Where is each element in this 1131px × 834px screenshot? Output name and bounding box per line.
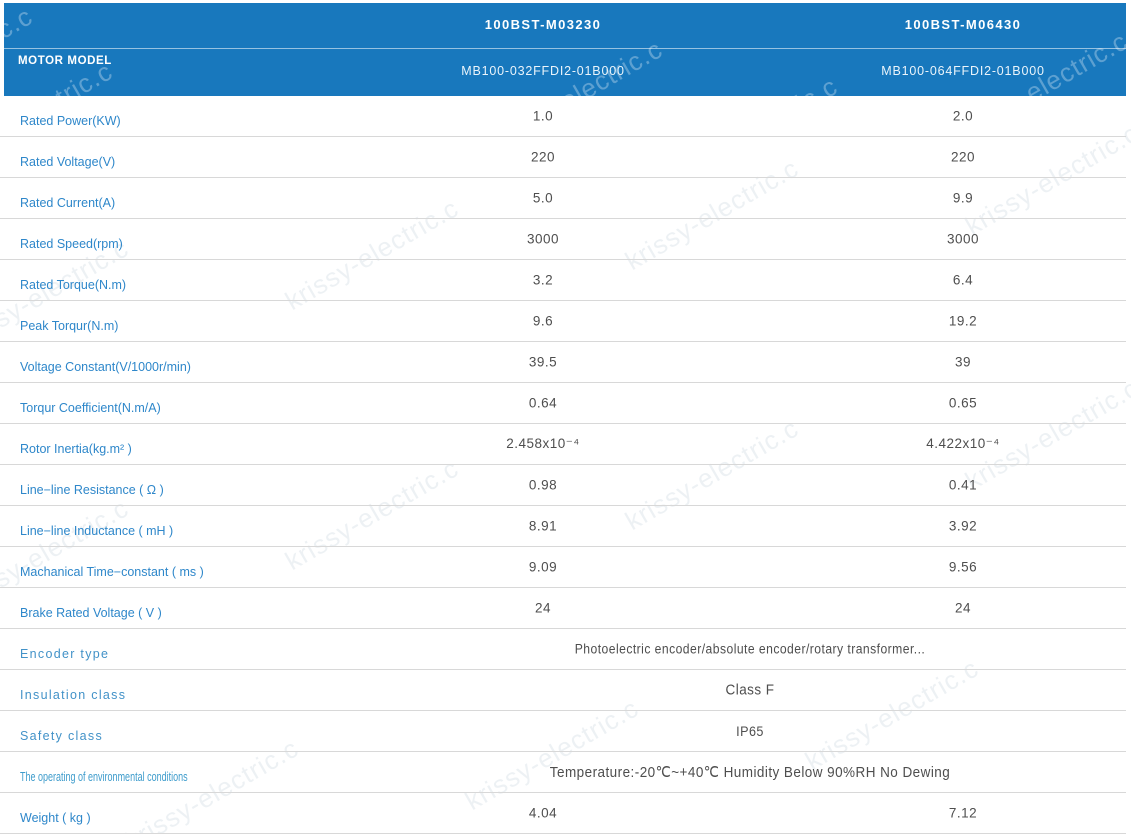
row-label: Line−line Inductance ( mH ) [20, 524, 174, 538]
row-label: Rated Speed(rpm) [20, 237, 123, 251]
table-row-brake-rated-voltage: Brake Rated Voltage ( V ) 24 24 [0, 588, 1126, 629]
row-label: Rated Power(KW) [20, 114, 121, 128]
table-row-rotor-inertia: Rotor Inertia(kg.m² ) 2.458x10⁻⁴ 4.422x1… [0, 424, 1126, 465]
table-row-line-resistance: Line−line Resistance ( Ω ) 0.98 0.41 [0, 465, 1126, 506]
row-value-col2: 7.12 [948, 805, 978, 821]
table-row-safety-class: Safety class IP65 [0, 711, 1126, 752]
column-header-model-1: 100BST-M03230 [484, 17, 602, 32]
table-row-weight: Weight ( kg ) 4.04 7.12 [0, 793, 1126, 834]
table-row-torque-coefficient: Torqur Coefficient(N.m/A) 0.64 0.65 [0, 383, 1126, 424]
row-value-col2: 4.422x10⁻⁴ [926, 436, 1000, 451]
table-row-line-inductance: Line−line Inductance ( mH ) 8.91 3.92 [0, 506, 1126, 547]
row-label: Brake Rated Voltage ( V ) [20, 606, 162, 620]
column-header-part-2: MB100-064FFDI2-01B000 [881, 64, 1045, 78]
spec-table-body: Rated Power(KW) 1.0 2.0 Rated Voltage(V)… [0, 96, 1131, 834]
row-value-col1: 5.0 [532, 190, 554, 206]
row-value-col2: 19.2 [948, 313, 978, 329]
watermark-text: krissy-electric.c [949, 25, 1126, 96]
row-value-col1: 9.6 [532, 313, 554, 329]
row-label: Rated Current(A) [20, 196, 116, 210]
row-value-col2: 2.0 [952, 108, 974, 124]
row-value-merged: Temperature:-20℃~+40℃ Humidity Below 90%… [549, 764, 951, 781]
row-value-col2: 3000 [946, 231, 980, 247]
row-value-col2: 9.56 [948, 559, 978, 575]
row-value-merged: IP65 [736, 723, 764, 739]
row-value-col2: 0.41 [948, 477, 978, 493]
row-label: Safety class [20, 729, 103, 743]
row-value-col1: 220 [530, 149, 556, 165]
row-label: Rated Voltage(V) [20, 155, 116, 169]
row-label: Rotor Inertia(kg.m² ) [20, 442, 132, 456]
table-row-insulation-class: Insulation class Class F [0, 670, 1126, 711]
column-header-part-1: MB100-032FFDI2-01B000 [461, 64, 625, 78]
table-row-rated-torque: Rated Torque(N.m) 3.2 6.4 [0, 260, 1126, 301]
row-label: Line−line Resistance ( Ω ) [20, 483, 164, 497]
row-value-col2: 0.65 [948, 395, 978, 411]
row-value-merged: Photoelectric encoder/absolute encoder/r… [574, 641, 926, 657]
table-row-rated-speed: Rated Speed(rpm) 3000 3000 [0, 219, 1126, 260]
row-value-col2: 3.92 [948, 518, 978, 534]
table-header: krissy-electric.c krissy-electric.c kris… [4, 3, 1126, 96]
row-value-col1: 1.0 [532, 108, 554, 124]
watermark-text: krissy-electric.c [659, 71, 843, 96]
table-row-mechanical-time-constant: Machanical Time−constant ( ms ) 9.09 9.5… [0, 547, 1126, 588]
table-row-rated-current: Rated Current(A) 5.0 9.9 [0, 178, 1126, 219]
table-row-rated-power: Rated Power(KW) 1.0 2.0 [0, 96, 1126, 137]
row-label: Machanical Time−constant ( ms ) [20, 565, 204, 579]
row-value-col2: 220 [950, 149, 976, 165]
row-label: Encoder type [20, 647, 110, 661]
watermark-text: krissy-electric.c [4, 3, 38, 96]
row-label: Insulation class [20, 688, 127, 702]
row-value-col2: 6.4 [952, 272, 974, 288]
column-header-model-2: 100BST-M06430 [904, 17, 1022, 32]
table-row-peak-torque: Peak Torqur(N.m) 9.6 19.2 [0, 301, 1126, 342]
row-value-col2: 39 [954, 354, 972, 370]
row-value-col1: 39.5 [528, 354, 558, 370]
row-label: Rated Torque(N.m) [20, 278, 127, 292]
row-label: Weight ( kg ) [20, 811, 91, 825]
row-value-col1: 0.64 [528, 395, 558, 411]
table-row-encoder-type: Encoder type Photoelectric encoder/absol… [0, 629, 1126, 670]
row-value-col1: 3000 [526, 231, 560, 247]
row-value-col2: 24 [954, 600, 972, 616]
table-row-environmental-conditions: The operating of environmental condition… [0, 752, 1126, 793]
row-value-col1: 9.09 [528, 559, 558, 575]
table-row-rated-voltage: Rated Voltage(V) 220 220 [0, 137, 1126, 178]
row-value-col1: 4.04 [528, 805, 558, 821]
row-value-col1: 2.458x10⁻⁴ [506, 436, 580, 451]
row-label: Torqur Coefficient(N.m/A) [20, 401, 161, 415]
motor-model-label: MOTOR MODEL [18, 55, 112, 67]
table-row-voltage-constant: Voltage Constant(V/1000r/min) 39.5 39 [0, 342, 1126, 383]
row-label: Voltage Constant(V/1000r/min) [20, 360, 191, 374]
row-label: Peak Torqur(N.m) [20, 319, 119, 333]
header-divider [4, 48, 1126, 49]
row-label: The operating of environmental condition… [20, 770, 188, 784]
row-value-col1: 3.2 [532, 272, 554, 288]
row-value-col1: 24 [534, 600, 552, 616]
row-value-col1: 0.98 [528, 477, 558, 493]
row-value-col2: 9.9 [952, 190, 974, 206]
row-value-col1: 8.91 [528, 518, 558, 534]
row-value-merged: Class F [725, 681, 775, 699]
